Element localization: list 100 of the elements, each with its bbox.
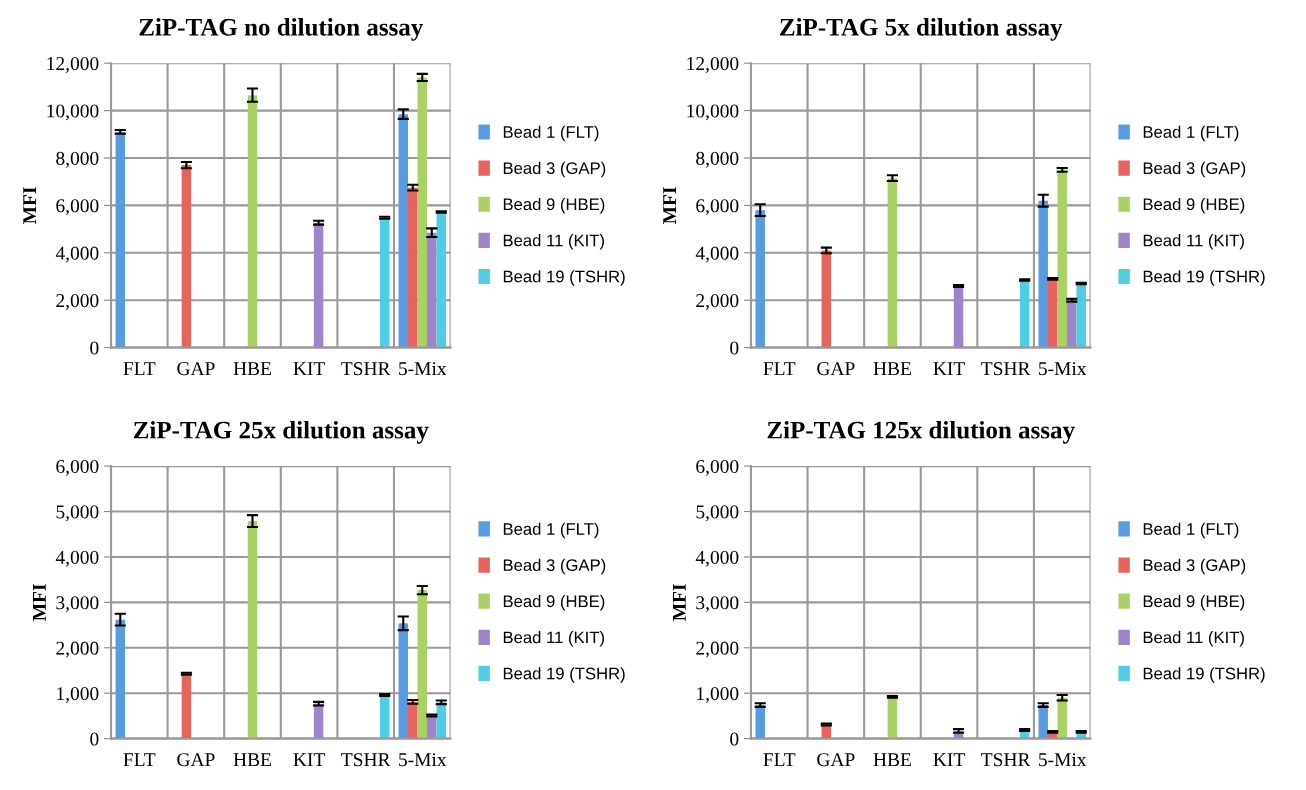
- legend-label: Bead 9 (HBE): [503, 594, 605, 611]
- y-tick-label: 3,000: [696, 596, 739, 613]
- bar: [1076, 283, 1086, 348]
- y-tick-label: 0: [730, 732, 739, 746]
- y-tick-label: 5,000: [56, 505, 99, 522]
- legend-label: Bead 11 (KIT): [503, 234, 604, 250]
- x-tick-label: GAP: [817, 753, 855, 767]
- bar: [427, 715, 437, 739]
- y-tick-label: 8,000: [696, 151, 739, 168]
- x-tick-label: TSHR: [981, 753, 1031, 767]
- bar: [115, 131, 126, 348]
- bar: [755, 210, 765, 348]
- legend-label: Bead 19 (TSHR): [1143, 270, 1265, 286]
- bar: [417, 77, 428, 348]
- x-tick-label: 5-Mix: [1039, 362, 1087, 376]
- y-tick-label: 10,000: [47, 104, 99, 121]
- legend-label: Bead 1 (FLT): [503, 522, 599, 539]
- legend-label: Bead 1 (FLT): [1143, 125, 1239, 142]
- bar: [1057, 697, 1067, 739]
- legend-label: Bead 3 (GAP): [503, 558, 606, 575]
- x-tick-label: FLT: [123, 753, 156, 767]
- bar: [181, 673, 192, 739]
- bar: [408, 701, 418, 739]
- chart-title: ZiP-TAG 5x dilution assay: [780, 18, 1063, 41]
- legend-label: Bead 9 (HBE): [503, 197, 605, 214]
- x-tick-label: 5-Mix: [1039, 753, 1087, 767]
- y-tick-label: 2,000: [696, 641, 739, 658]
- legend-label: Bead 19 (TSHR): [503, 270, 625, 286]
- y-axis-title: MFI: [672, 584, 686, 621]
- bar: [313, 222, 324, 348]
- y-tick-label: 2,000: [56, 294, 99, 310]
- y-tick-label: 4,000: [55, 550, 99, 567]
- y-tick-label: 8,000: [56, 151, 99, 168]
- y-tick-label: 12,000: [47, 57, 99, 73]
- y-tick-label: 6,000: [56, 199, 99, 216]
- bar: [755, 705, 765, 739]
- legend-label: Bead 3 (GAP): [1143, 161, 1246, 178]
- legend-label: Bead 11 (KIT): [1143, 631, 1244, 647]
- x-tick-label: FLT: [123, 362, 156, 375]
- bar: [1019, 280, 1030, 348]
- bar: [181, 165, 192, 348]
- y-tick-label: 0: [90, 732, 99, 746]
- legend-label: Bead 1 (FLT): [1143, 522, 1239, 539]
- bar: [1057, 169, 1067, 348]
- x-tick-label: HBE: [873, 362, 911, 376]
- x-tick-label: 5-Mix: [399, 362, 447, 376]
- y-tick-label: 4,000: [55, 246, 99, 263]
- y-axis-title: MFI: [663, 187, 676, 224]
- x-tick-label: HBE: [233, 362, 271, 376]
- x-tick-label: TSHR: [341, 753, 391, 767]
- y-tick-label: 2,000: [696, 294, 739, 310]
- bar: [417, 590, 428, 739]
- y-tick-label: 3,000: [56, 596, 99, 613]
- x-tick-label: FLT: [763, 753, 796, 767]
- legend-label: Bead 19 (TSHR): [1143, 667, 1265, 683]
- bar: [953, 285, 964, 348]
- legend-label: Bead 11 (KIT): [503, 631, 604, 647]
- chart-title: ZiP-TAG 125x dilution assay: [767, 420, 1075, 444]
- bar: [379, 217, 390, 348]
- x-tick-label: KIT: [293, 362, 325, 375]
- legend-label: Bead 3 (GAP): [1143, 558, 1246, 575]
- y-axis-title: MFI: [33, 584, 46, 621]
- bar: [436, 212, 447, 348]
- legend-label: Bead 9 (HBE): [1143, 197, 1245, 214]
- bar: [887, 178, 898, 348]
- x-tick-label: TSHR: [981, 362, 1031, 376]
- x-tick-label: FLT: [763, 362, 796, 375]
- bar: [427, 232, 437, 348]
- bar: [247, 521, 258, 739]
- x-tick-label: KIT: [933, 753, 965, 767]
- y-tick-label: 4,000: [695, 550, 739, 567]
- x-tick-label: 5-Mix: [399, 753, 447, 767]
- bar: [1038, 200, 1048, 348]
- legend-label: Bead 9 (HBE): [1143, 594, 1245, 611]
- legend-label: Bead 11 (KIT): [1143, 234, 1244, 250]
- y-axis-title: MFI: [23, 187, 37, 224]
- bar: [1047, 278, 1058, 348]
- x-tick-label: KIT: [933, 362, 965, 375]
- legend-label: Bead 19 (TSHR): [503, 667, 625, 683]
- x-tick-label: TSHR: [341, 362, 391, 376]
- bar: [1038, 705, 1048, 739]
- bar: [408, 187, 418, 348]
- y-tick-label: 0: [730, 341, 739, 355]
- x-tick-label: GAP: [177, 753, 215, 767]
- y-tick-label: 6,000: [696, 199, 739, 216]
- y-tick-label: 4,000: [695, 246, 739, 263]
- legend-label: Bead 1 (FLT): [503, 125, 599, 142]
- chart-title: ZiP-TAG 25x dilution assay: [133, 420, 429, 444]
- bar: [398, 114, 409, 348]
- y-tick-label: 6,000: [56, 459, 99, 476]
- bar: [247, 95, 258, 348]
- y-tick-label: 5,000: [696, 505, 739, 522]
- y-tick-label: 0: [90, 341, 99, 355]
- x-tick-label: HBE: [233, 753, 271, 767]
- x-tick-label: HBE: [873, 753, 911, 767]
- x-tick-label: GAP: [817, 362, 855, 376]
- bar: [821, 250, 832, 348]
- y-tick-label: 6,000: [696, 459, 739, 476]
- legend-label: Bead 3 (GAP): [503, 161, 606, 178]
- x-tick-label: KIT: [293, 753, 325, 767]
